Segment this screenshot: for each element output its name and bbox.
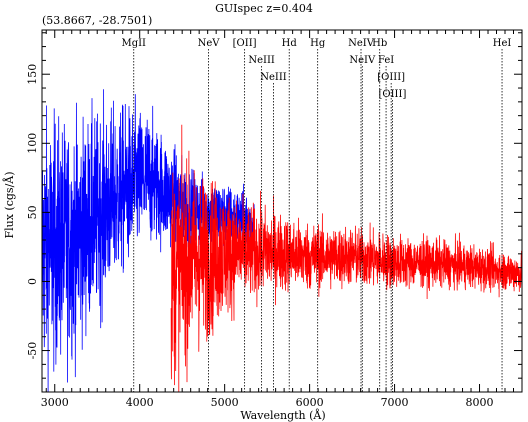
emission-line-label: HeI <box>493 38 512 49</box>
x-tick-label: 8000 <box>466 396 494 409</box>
y-tick-label: 50 <box>26 205 39 219</box>
x-axis: 3000 4000 5000 6000 7000 8000 <box>41 30 523 409</box>
red-spectrum-trace <box>170 124 522 392</box>
emission-line-label: NeIII <box>248 55 275 66</box>
emission-line-label: NeIV <box>349 55 376 66</box>
emission-line-label: MgII <box>121 38 146 49</box>
x-tick-label: 7000 <box>381 396 409 409</box>
emission-line-label: NeIV <box>348 38 375 49</box>
y-axis-label: Flux (cgs/Å) <box>2 171 16 238</box>
emission-line-label: NeIII <box>260 72 287 83</box>
coordinates-label: (53.8667, -28.7501) <box>42 14 152 27</box>
emission-line-label: Hb <box>372 38 387 49</box>
emission-line-label: [OIII] <box>377 72 405 83</box>
chart-title: GUIspec z=0.404 <box>215 2 313 15</box>
emission-line-label: Hd <box>282 38 298 49</box>
emission-line-label: NeV <box>198 38 221 49</box>
x-axis-label: Wavelength (Å) <box>240 408 325 422</box>
x-tick-label: 5000 <box>211 396 239 409</box>
emission-line-label: [OIII] <box>379 89 407 100</box>
blue-spectrum-trace <box>42 89 255 392</box>
spectrum-traces <box>42 89 522 392</box>
x-tick-label: 6000 <box>296 396 324 409</box>
y-tick-label: 150 <box>26 64 39 85</box>
emission-line-label: FeI <box>378 55 394 66</box>
emission-line-label: Hg <box>310 38 326 49</box>
y-tick-label: 100 <box>26 133 39 154</box>
emission-line-label: [OII] <box>233 38 257 49</box>
y-tick-label: -50 <box>26 342 39 360</box>
x-tick-label: 4000 <box>126 396 154 409</box>
y-tick-label: 0 <box>26 278 39 285</box>
plot-frame <box>41 29 523 393</box>
x-tick-label: 3000 <box>41 396 69 409</box>
y-axis: -50 0 50 100 150 <box>26 32 522 393</box>
